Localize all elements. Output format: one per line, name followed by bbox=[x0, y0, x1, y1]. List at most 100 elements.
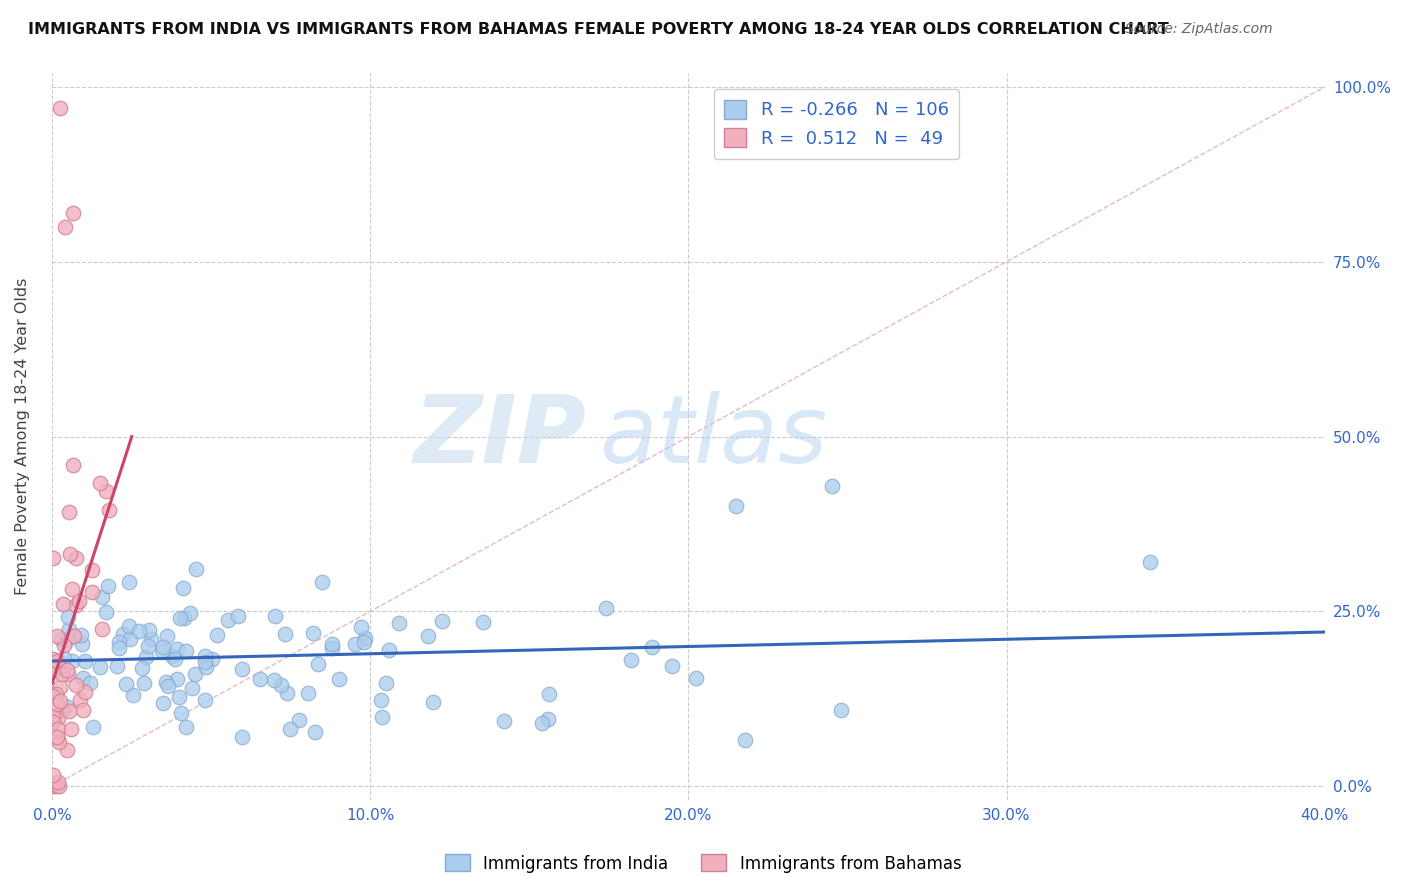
Point bbox=[70, 628, 93, 642]
Point bbox=[56, 610, 79, 624]
Point bbox=[131, 661, 153, 675]
Point bbox=[531, 715, 554, 730]
Point bbox=[44, 663, 66, 677]
Point bbox=[82, 584, 104, 599]
Point bbox=[62, 458, 84, 473]
Point bbox=[132, 675, 155, 690]
Point bbox=[152, 696, 174, 710]
Point bbox=[122, 688, 145, 702]
Point bbox=[45, 779, 67, 793]
Point bbox=[169, 611, 191, 625]
Point bbox=[90, 590, 112, 604]
Point bbox=[1139, 556, 1161, 570]
Point bbox=[97, 579, 120, 593]
Point bbox=[641, 640, 664, 654]
Point bbox=[538, 687, 561, 701]
Point bbox=[111, 627, 134, 641]
Point bbox=[194, 655, 217, 669]
Point bbox=[45, 655, 67, 669]
Point bbox=[53, 219, 76, 234]
Point bbox=[75, 654, 97, 668]
Point bbox=[321, 637, 343, 651]
Point bbox=[89, 660, 111, 674]
Point bbox=[55, 698, 77, 713]
Point bbox=[45, 697, 67, 711]
Point bbox=[311, 575, 333, 590]
Point bbox=[276, 686, 298, 700]
Point bbox=[353, 635, 375, 649]
Point bbox=[90, 622, 112, 636]
Point bbox=[135, 649, 157, 664]
Point bbox=[184, 562, 207, 576]
Point bbox=[56, 632, 79, 647]
Point bbox=[60, 654, 83, 668]
Point bbox=[830, 703, 852, 717]
Point bbox=[128, 624, 150, 639]
Point bbox=[155, 675, 177, 690]
Point bbox=[49, 694, 72, 708]
Point bbox=[226, 609, 249, 624]
Point bbox=[302, 626, 325, 640]
Point bbox=[45, 687, 67, 701]
Point bbox=[60, 582, 83, 596]
Point bbox=[820, 478, 842, 492]
Point bbox=[378, 643, 401, 657]
Point bbox=[194, 692, 217, 706]
Text: ZIP: ZIP bbox=[413, 391, 586, 483]
Point bbox=[42, 709, 65, 723]
Point bbox=[304, 724, 326, 739]
Point bbox=[287, 713, 309, 727]
Point bbox=[80, 563, 103, 577]
Point bbox=[65, 551, 87, 566]
Point bbox=[422, 695, 444, 709]
Point bbox=[56, 663, 79, 677]
Point bbox=[354, 631, 377, 645]
Point bbox=[98, 503, 121, 517]
Point bbox=[297, 686, 319, 700]
Point bbox=[48, 734, 70, 748]
Legend: Immigrants from India, Immigrants from Bahamas: Immigrants from India, Immigrants from B… bbox=[437, 847, 969, 880]
Point bbox=[42, 551, 65, 566]
Point bbox=[370, 710, 392, 724]
Point bbox=[65, 599, 87, 613]
Point bbox=[52, 650, 75, 665]
Point bbox=[51, 667, 73, 681]
Legend: R = -0.266   N = 106, R =  0.512   N =  49: R = -0.266 N = 106, R = 0.512 N = 49 bbox=[714, 89, 959, 159]
Point bbox=[117, 574, 139, 589]
Point bbox=[166, 642, 188, 657]
Point bbox=[56, 743, 79, 757]
Point bbox=[42, 651, 65, 665]
Point bbox=[166, 672, 188, 686]
Point bbox=[205, 628, 228, 642]
Point bbox=[174, 720, 197, 734]
Point bbox=[165, 651, 187, 665]
Point bbox=[138, 623, 160, 637]
Point bbox=[231, 662, 253, 676]
Point bbox=[65, 678, 87, 692]
Point bbox=[370, 693, 392, 707]
Point bbox=[58, 505, 80, 519]
Point bbox=[79, 676, 101, 690]
Point bbox=[49, 101, 72, 115]
Point bbox=[194, 660, 217, 674]
Point bbox=[96, 605, 118, 619]
Point bbox=[46, 629, 69, 643]
Point bbox=[263, 673, 285, 687]
Point bbox=[67, 593, 90, 607]
Point bbox=[150, 644, 173, 658]
Point bbox=[45, 730, 67, 744]
Point bbox=[52, 598, 75, 612]
Point bbox=[42, 779, 65, 793]
Point bbox=[52, 638, 75, 652]
Point bbox=[321, 640, 343, 655]
Point bbox=[69, 693, 91, 707]
Point bbox=[734, 733, 756, 747]
Point bbox=[82, 720, 104, 734]
Point bbox=[152, 640, 174, 655]
Point bbox=[117, 619, 139, 633]
Point bbox=[343, 637, 366, 651]
Point bbox=[156, 679, 179, 693]
Point bbox=[42, 663, 65, 677]
Point bbox=[418, 629, 440, 643]
Point bbox=[273, 627, 295, 641]
